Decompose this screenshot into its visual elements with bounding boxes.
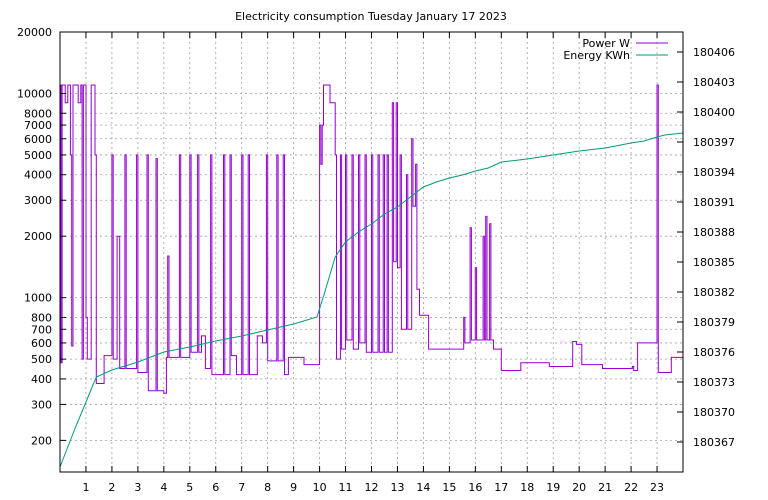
- x-tick-label: 12: [365, 481, 379, 494]
- y-left-tick-label: 300: [31, 398, 52, 411]
- y-right-tick-label: 180370: [693, 406, 735, 419]
- series-layer: [59, 84, 684, 468]
- y-left-tick-label: 5000: [24, 149, 52, 162]
- x-tick-label: 6: [212, 481, 219, 494]
- x-tick-label: 16: [468, 481, 482, 494]
- y-left-tick-label: 10000: [17, 87, 52, 100]
- y-left-tick-label: 6000: [24, 133, 52, 146]
- x-tick-label: 1: [82, 481, 89, 494]
- x-tick-label: 9: [290, 481, 297, 494]
- y-right-tick-label: 180406: [693, 46, 735, 59]
- y-right-tick-label: 180382: [693, 286, 735, 299]
- y-right-tick-label: 180373: [693, 376, 735, 389]
- x-tick-label: 11: [339, 481, 353, 494]
- x-tick-label: 23: [650, 481, 664, 494]
- y-right-tick-label: 180376: [693, 346, 735, 359]
- y-left-tick-label: 7000: [24, 119, 52, 132]
- power-series-line: [60, 84, 683, 394]
- x-tick-label: 4: [160, 481, 167, 494]
- legend-label-power: Power W: [582, 37, 630, 50]
- y-left-tick-label: 2000: [24, 230, 52, 243]
- y-left-tick-label: 8000: [24, 107, 52, 120]
- y-right-tick-label: 180367: [693, 436, 735, 449]
- y-left-tick-label: 600: [31, 337, 52, 350]
- energy-series-line: [59, 132, 684, 468]
- y-right-tick-label: 180403: [693, 76, 735, 89]
- y-left-tick-label: 3000: [24, 194, 52, 207]
- y-left-tick-label: 1000: [24, 292, 52, 305]
- y-right-tick-label: 180379: [693, 316, 735, 329]
- x-tick-label: 18: [520, 481, 534, 494]
- x-tick-label: 10: [313, 481, 327, 494]
- x-tick-label: 13: [390, 481, 404, 494]
- y-left-tick-label: 700: [31, 323, 52, 336]
- x-tick-label: 7: [238, 481, 245, 494]
- x-tick-label: 14: [416, 481, 430, 494]
- x-tick-label: 19: [546, 481, 560, 494]
- x-tick-label: 8: [264, 481, 271, 494]
- y-right-tick-label: 180391: [693, 196, 735, 209]
- y-right-tick-label: 180397: [693, 136, 735, 149]
- y-left-tick-label: 800: [31, 311, 52, 324]
- legend: Power W Energy KWh: [563, 37, 668, 62]
- y-right-tick-label: 180394: [693, 166, 735, 179]
- y-left-tick-label: 20000: [17, 26, 52, 39]
- x-tick-label: 15: [442, 481, 456, 494]
- legend-label-energy: Energy KWh: [563, 49, 630, 62]
- x-tick-label: 5: [186, 481, 193, 494]
- y-left-tick-label: 200: [31, 434, 52, 447]
- x-tick-label: 2: [108, 481, 115, 494]
- y-left-tick-label: 4000: [24, 169, 52, 182]
- y-left-tick-label: 400: [31, 373, 52, 386]
- y-right-tick-label: 180388: [693, 226, 735, 239]
- chart-title: Electricity consumption Tuesday January …: [235, 10, 507, 23]
- x-tick-label: 20: [572, 481, 586, 494]
- y-right-tick-label: 180385: [693, 256, 735, 269]
- ticks-layer: 1 2 3 4 5 6 7 8 9 10 11 12 13 14 15 16 17 18 19 20 21 22 23200…: [17, 26, 735, 494]
- x-tick-label: 17: [494, 481, 508, 494]
- y-right-tick-label: 180400: [693, 106, 735, 119]
- y-left-tick-label: 500: [31, 353, 52, 366]
- x-tick-label: 21: [598, 481, 612, 494]
- x-tick-label: 22: [624, 481, 638, 494]
- x-tick-label: 3: [134, 481, 141, 494]
